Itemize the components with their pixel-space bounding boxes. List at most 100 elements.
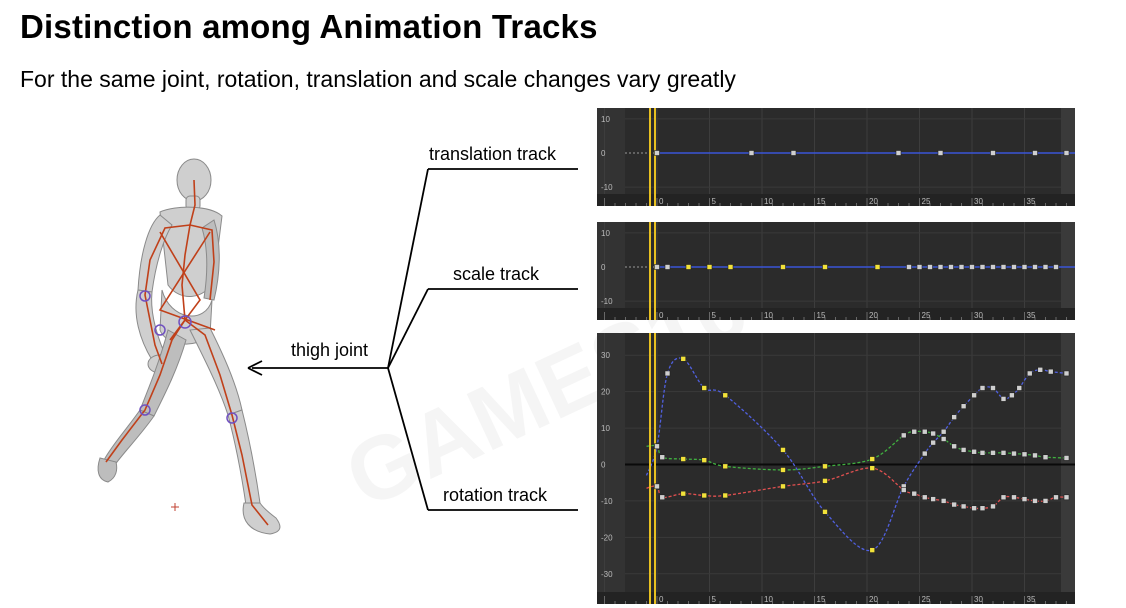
rotation-z-key bbox=[701, 385, 708, 391]
scale-y-tick-label: 10 bbox=[601, 229, 610, 238]
scale-key bbox=[780, 264, 786, 270]
rotation-x-key bbox=[1011, 494, 1017, 501]
rotation-ruler bbox=[597, 592, 1075, 604]
translation-x-tick-label: 30 bbox=[974, 197, 983, 206]
rotation-x-key bbox=[1063, 494, 1070, 501]
translation-x-tick-label: 10 bbox=[764, 197, 773, 206]
scale-key bbox=[969, 264, 975, 270]
scale-key bbox=[990, 264, 996, 270]
scale-key bbox=[664, 264, 671, 270]
rotation-curve-svg: 30 20 10 0 -10 -20 -30 0 5 10 15 20 25 30 35 bbox=[597, 333, 1075, 604]
rotation-z-key bbox=[869, 547, 876, 553]
origin-marker bbox=[171, 503, 179, 511]
rotation-y-tick-label: 10 bbox=[601, 424, 610, 433]
scale-x-tick-label: 25 bbox=[922, 311, 931, 320]
scale-y-tick-label: 0 bbox=[601, 263, 606, 272]
label-translation-track: translation track bbox=[429, 144, 557, 164]
rotation-y-key bbox=[822, 463, 828, 470]
rotation-y-key bbox=[911, 428, 918, 435]
scale-key bbox=[958, 264, 965, 270]
scale-x-tick-label: 5 bbox=[712, 311, 717, 320]
translation-key bbox=[937, 150, 944, 156]
rotation-y-key bbox=[680, 456, 687, 462]
rotation-y-key bbox=[960, 447, 967, 453]
translation-y-tick-label: -10 bbox=[601, 183, 613, 192]
scale-key bbox=[937, 264, 944, 270]
character-figure bbox=[97, 158, 281, 535]
rotation-x-key bbox=[1000, 494, 1007, 501]
scale-key bbox=[1032, 264, 1038, 270]
rotation-y-tick-label: 30 bbox=[601, 351, 610, 360]
rotation-x-key bbox=[960, 503, 967, 510]
rotation-x-key bbox=[654, 483, 660, 490]
translation-gutter bbox=[597, 108, 625, 206]
rotation-x-key bbox=[701, 492, 708, 499]
scale-ruler bbox=[597, 308, 1075, 320]
rotation-x-key bbox=[900, 487, 907, 493]
rotation-z-key bbox=[722, 392, 729, 399]
rotation-x-tick-label: 20 bbox=[869, 595, 878, 604]
rotation-y-tick-label: 20 bbox=[601, 388, 610, 397]
rotation-y-key bbox=[979, 450, 986, 456]
rotation-y-key bbox=[780, 467, 786, 473]
rotation-y-key bbox=[921, 428, 928, 435]
label-thigh-joint: thigh joint bbox=[291, 340, 369, 360]
rotation-z-key bbox=[1016, 385, 1023, 391]
rotation-x-key bbox=[921, 494, 928, 501]
translation-y-tick-label: 0 bbox=[601, 149, 606, 158]
rotation-z-key bbox=[960, 403, 967, 410]
rotation-x-key bbox=[911, 490, 918, 497]
rotation-z-key bbox=[990, 385, 996, 391]
rotation-x-key bbox=[680, 490, 687, 497]
rotation-y-key bbox=[654, 443, 660, 450]
slide-subtitle: For the same joint, rotation, translatio… bbox=[20, 66, 736, 92]
scale-key bbox=[654, 264, 660, 270]
scale-key bbox=[1021, 264, 1028, 270]
translation-x-tick-label: 25 bbox=[922, 197, 931, 206]
rotation-y-key bbox=[722, 463, 729, 470]
scale-gutter bbox=[597, 222, 625, 320]
rotation-curve-panel[interactable]: 30 20 10 0 -10 -20 -30 0 5 10 15 20 25 30 35 bbox=[597, 333, 1075, 604]
rotation-y-key bbox=[1011, 450, 1017, 457]
rotation-y-tick-label: -20 bbox=[601, 533, 613, 542]
rotation-x-tick-label: 10 bbox=[764, 595, 773, 604]
rotation-z-key bbox=[664, 370, 671, 377]
translation-x-tick-label: 20 bbox=[869, 197, 878, 206]
scale-key bbox=[822, 264, 828, 270]
rotation-y-key bbox=[869, 456, 876, 462]
rotation-x-tick-label: 30 bbox=[974, 595, 983, 604]
scale-y-tick-label: -10 bbox=[601, 297, 613, 306]
rotation-z-key bbox=[1000, 396, 1007, 402]
rotation-x-key bbox=[971, 505, 977, 512]
scale-key bbox=[1053, 264, 1059, 270]
scale-key bbox=[916, 264, 923, 270]
rotation-y-key bbox=[990, 450, 996, 456]
rotation-z-key bbox=[930, 439, 936, 446]
scale-key bbox=[927, 264, 933, 270]
rotation-x-tick-label: 25 bbox=[922, 595, 931, 604]
rotation-z-key bbox=[1009, 392, 1015, 399]
rotation-x-key bbox=[869, 465, 876, 471]
rotation-x-key bbox=[1053, 494, 1059, 501]
rotation-z-key bbox=[1026, 370, 1033, 377]
rotation-z-key bbox=[971, 392, 977, 399]
rotation-z-key bbox=[921, 450, 928, 457]
translation-y-tick-label: 10 bbox=[601, 115, 610, 124]
rotation-x-key bbox=[990, 503, 996, 510]
scale-curve-panel[interactable]: 10 0 -10 0 5 10 15 20 25 30 35 bbox=[597, 222, 1075, 320]
scale-x-tick-label: 0 bbox=[659, 311, 664, 320]
rotation-y-key bbox=[940, 436, 947, 442]
rotation-x-tick-label: 15 bbox=[817, 595, 826, 604]
rotation-right-strip bbox=[1061, 333, 1075, 592]
translation-x-tick-label: 35 bbox=[1027, 197, 1036, 206]
rotation-y-key bbox=[951, 443, 957, 450]
scale-key bbox=[906, 264, 912, 270]
rotation-y-key bbox=[971, 448, 977, 455]
label-scale-track: scale track bbox=[453, 264, 540, 284]
translation-curve-panel[interactable]: 10 0 -10 0 5 10 15 20 25 30 35 bbox=[597, 108, 1075, 206]
rotation-x-key bbox=[1042, 498, 1049, 504]
rotation-z-key bbox=[1047, 368, 1054, 375]
translation-key bbox=[790, 150, 797, 156]
connector-lines bbox=[252, 168, 578, 511]
